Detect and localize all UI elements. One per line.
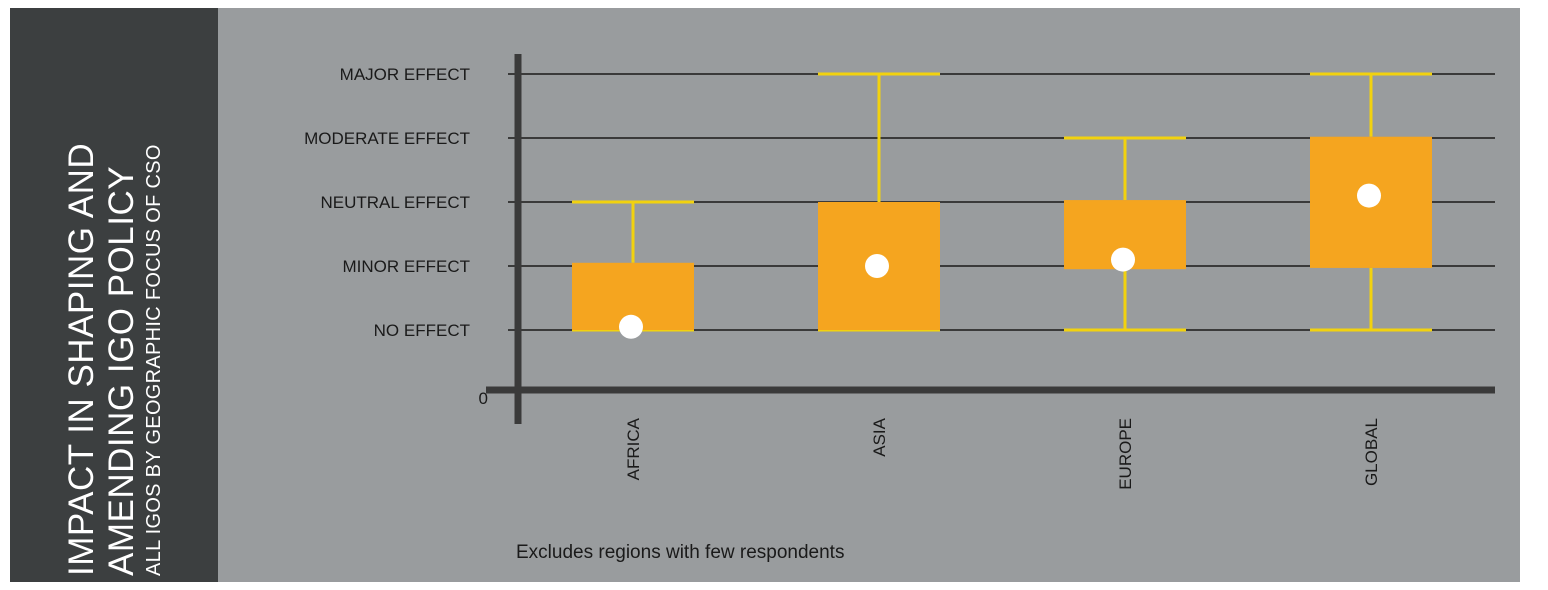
mean-marker xyxy=(865,254,889,278)
chart-title-line-2: AMENDING IGO POLICY xyxy=(102,165,141,576)
mean-marker xyxy=(1111,247,1135,272)
chart-title-line-1: IMPACT IN SHAPING AND xyxy=(62,142,101,576)
mean-marker xyxy=(619,314,643,339)
x-tick-label: AFRICA xyxy=(624,417,643,480)
y-tick-label: MAJOR EFFECT xyxy=(340,65,470,84)
x-tick-label: EUROPE xyxy=(1116,418,1135,490)
y-tick-label: MINOR EFFECT xyxy=(343,257,471,276)
y-tick-label: NEUTRAL EFFECT xyxy=(320,193,470,212)
chart-panel: 0 NO EFFECT MINOR EFFECT NEUTRAL EFFECT MODE… xyxy=(218,8,1520,582)
x-tick-label: ASIA xyxy=(870,417,889,456)
y-tick-label: NO EFFECT xyxy=(374,321,470,340)
y-tick-label: MODERATE EFFECT xyxy=(304,129,470,148)
box-plot-chart: 0 NO EFFECT MINOR EFFECT NEUTRAL EFFECT MODE… xyxy=(304,54,1495,490)
y-tick-label: 0 xyxy=(479,389,488,408)
mean-marker xyxy=(1357,183,1381,208)
side-title-panel: IMPACT IN SHAPING AND AMENDING IGO POLIC… xyxy=(10,8,218,582)
footnote: Excludes regions with few respondents xyxy=(516,542,845,563)
side-title-block: IMPACT IN SHAPING AND AMENDING IGO POLIC… xyxy=(10,8,218,582)
chart-subtitle: ALL IGOS BY GEOGRAPHIC FOCUS OF CSO xyxy=(143,144,165,576)
x-tick-label: GLOBAL xyxy=(1362,418,1381,486)
